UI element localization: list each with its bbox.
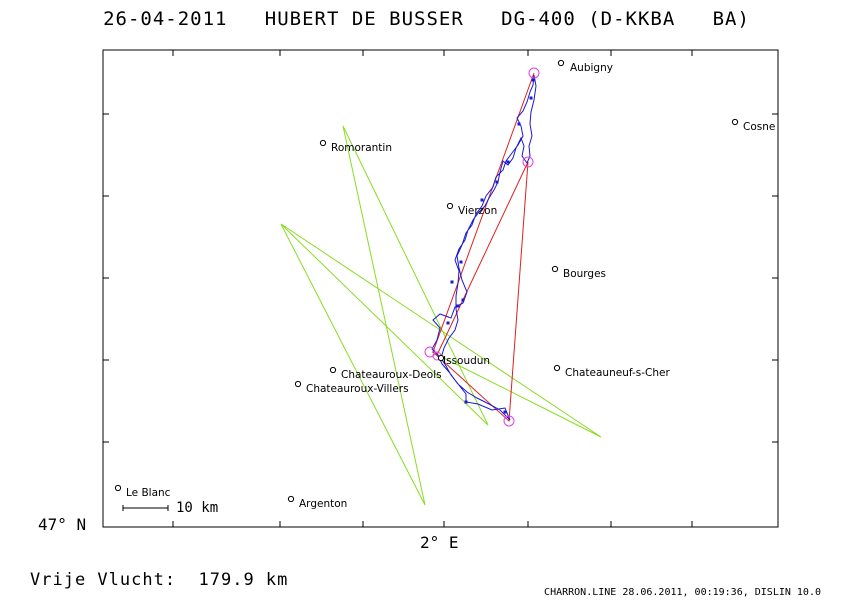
latitude-label: 47° N (38, 515, 87, 534)
towns: Aubigny Cosne Romorantin Vierzon Bourges Isso… (114, 59, 775, 510)
task-line (432, 72, 535, 423)
town-marker (294, 380, 302, 388)
projection-line (280, 223, 602, 438)
page-title: 26-04-2011 HUBERT DE BUSSER DG-400 (D-KK… (103, 8, 750, 30)
town-label: Romorantin (331, 142, 392, 154)
flight-track-line (431, 74, 537, 421)
track-fix-marker (503, 410, 507, 414)
track-fix-marker (461, 298, 465, 302)
track-fix-marker (464, 400, 468, 404)
track-fix-marker (480, 198, 484, 202)
map-frame (102, 49, 779, 528)
track-fix-marker (531, 78, 535, 82)
turnpoint-circle (522, 156, 534, 168)
track-fix-marker (456, 304, 460, 308)
turnpoint-circle (528, 67, 540, 79)
town-label: Chateauroux-Villers (306, 383, 409, 395)
track-fix-marker (517, 122, 521, 126)
footer-text: CHARRON.LINE 28.06.2011, 00:19:36, DISLI… (544, 587, 821, 598)
track-fix-marker (459, 260, 463, 264)
town-marker (437, 354, 445, 362)
town-label: Aubigny (570, 62, 613, 74)
distance-summary: Vrije Vlucht: 179.9 km (30, 570, 289, 590)
town-label: Le Blanc (126, 487, 171, 499)
town-marker (446, 202, 454, 210)
scale-bar-label: 10 km (176, 500, 219, 516)
track-fix-marker (450, 280, 454, 284)
town-marker (319, 139, 327, 147)
town-label: Chateauneuf-s-Cher (565, 367, 670, 379)
town-label: Issoudun (443, 355, 490, 367)
track-fix-marker (506, 160, 510, 164)
projection-lines (280, 125, 602, 506)
town-label: Cosne (743, 121, 775, 133)
axis-ticks (103, 50, 778, 527)
turnpoint-circle (503, 415, 515, 427)
track-fix-marker (529, 96, 533, 100)
task-lines (432, 72, 535, 423)
track-fix-marker (495, 180, 499, 184)
town-marker (114, 484, 122, 492)
track-fix-marker (446, 321, 450, 325)
town-marker (551, 265, 559, 273)
longitude-label: 2° E (420, 533, 459, 552)
town-marker (557, 59, 565, 67)
town-marker (731, 118, 739, 126)
town-marker (553, 364, 561, 372)
town-label: Argenton (299, 498, 347, 510)
town-marker (287, 495, 295, 503)
town-label: Vierzon (458, 205, 497, 217)
town-marker (329, 366, 337, 374)
town-label: Bourges (563, 268, 606, 280)
town-label: Chateauroux-Deols (341, 369, 442, 381)
flight-track (431, 74, 537, 421)
